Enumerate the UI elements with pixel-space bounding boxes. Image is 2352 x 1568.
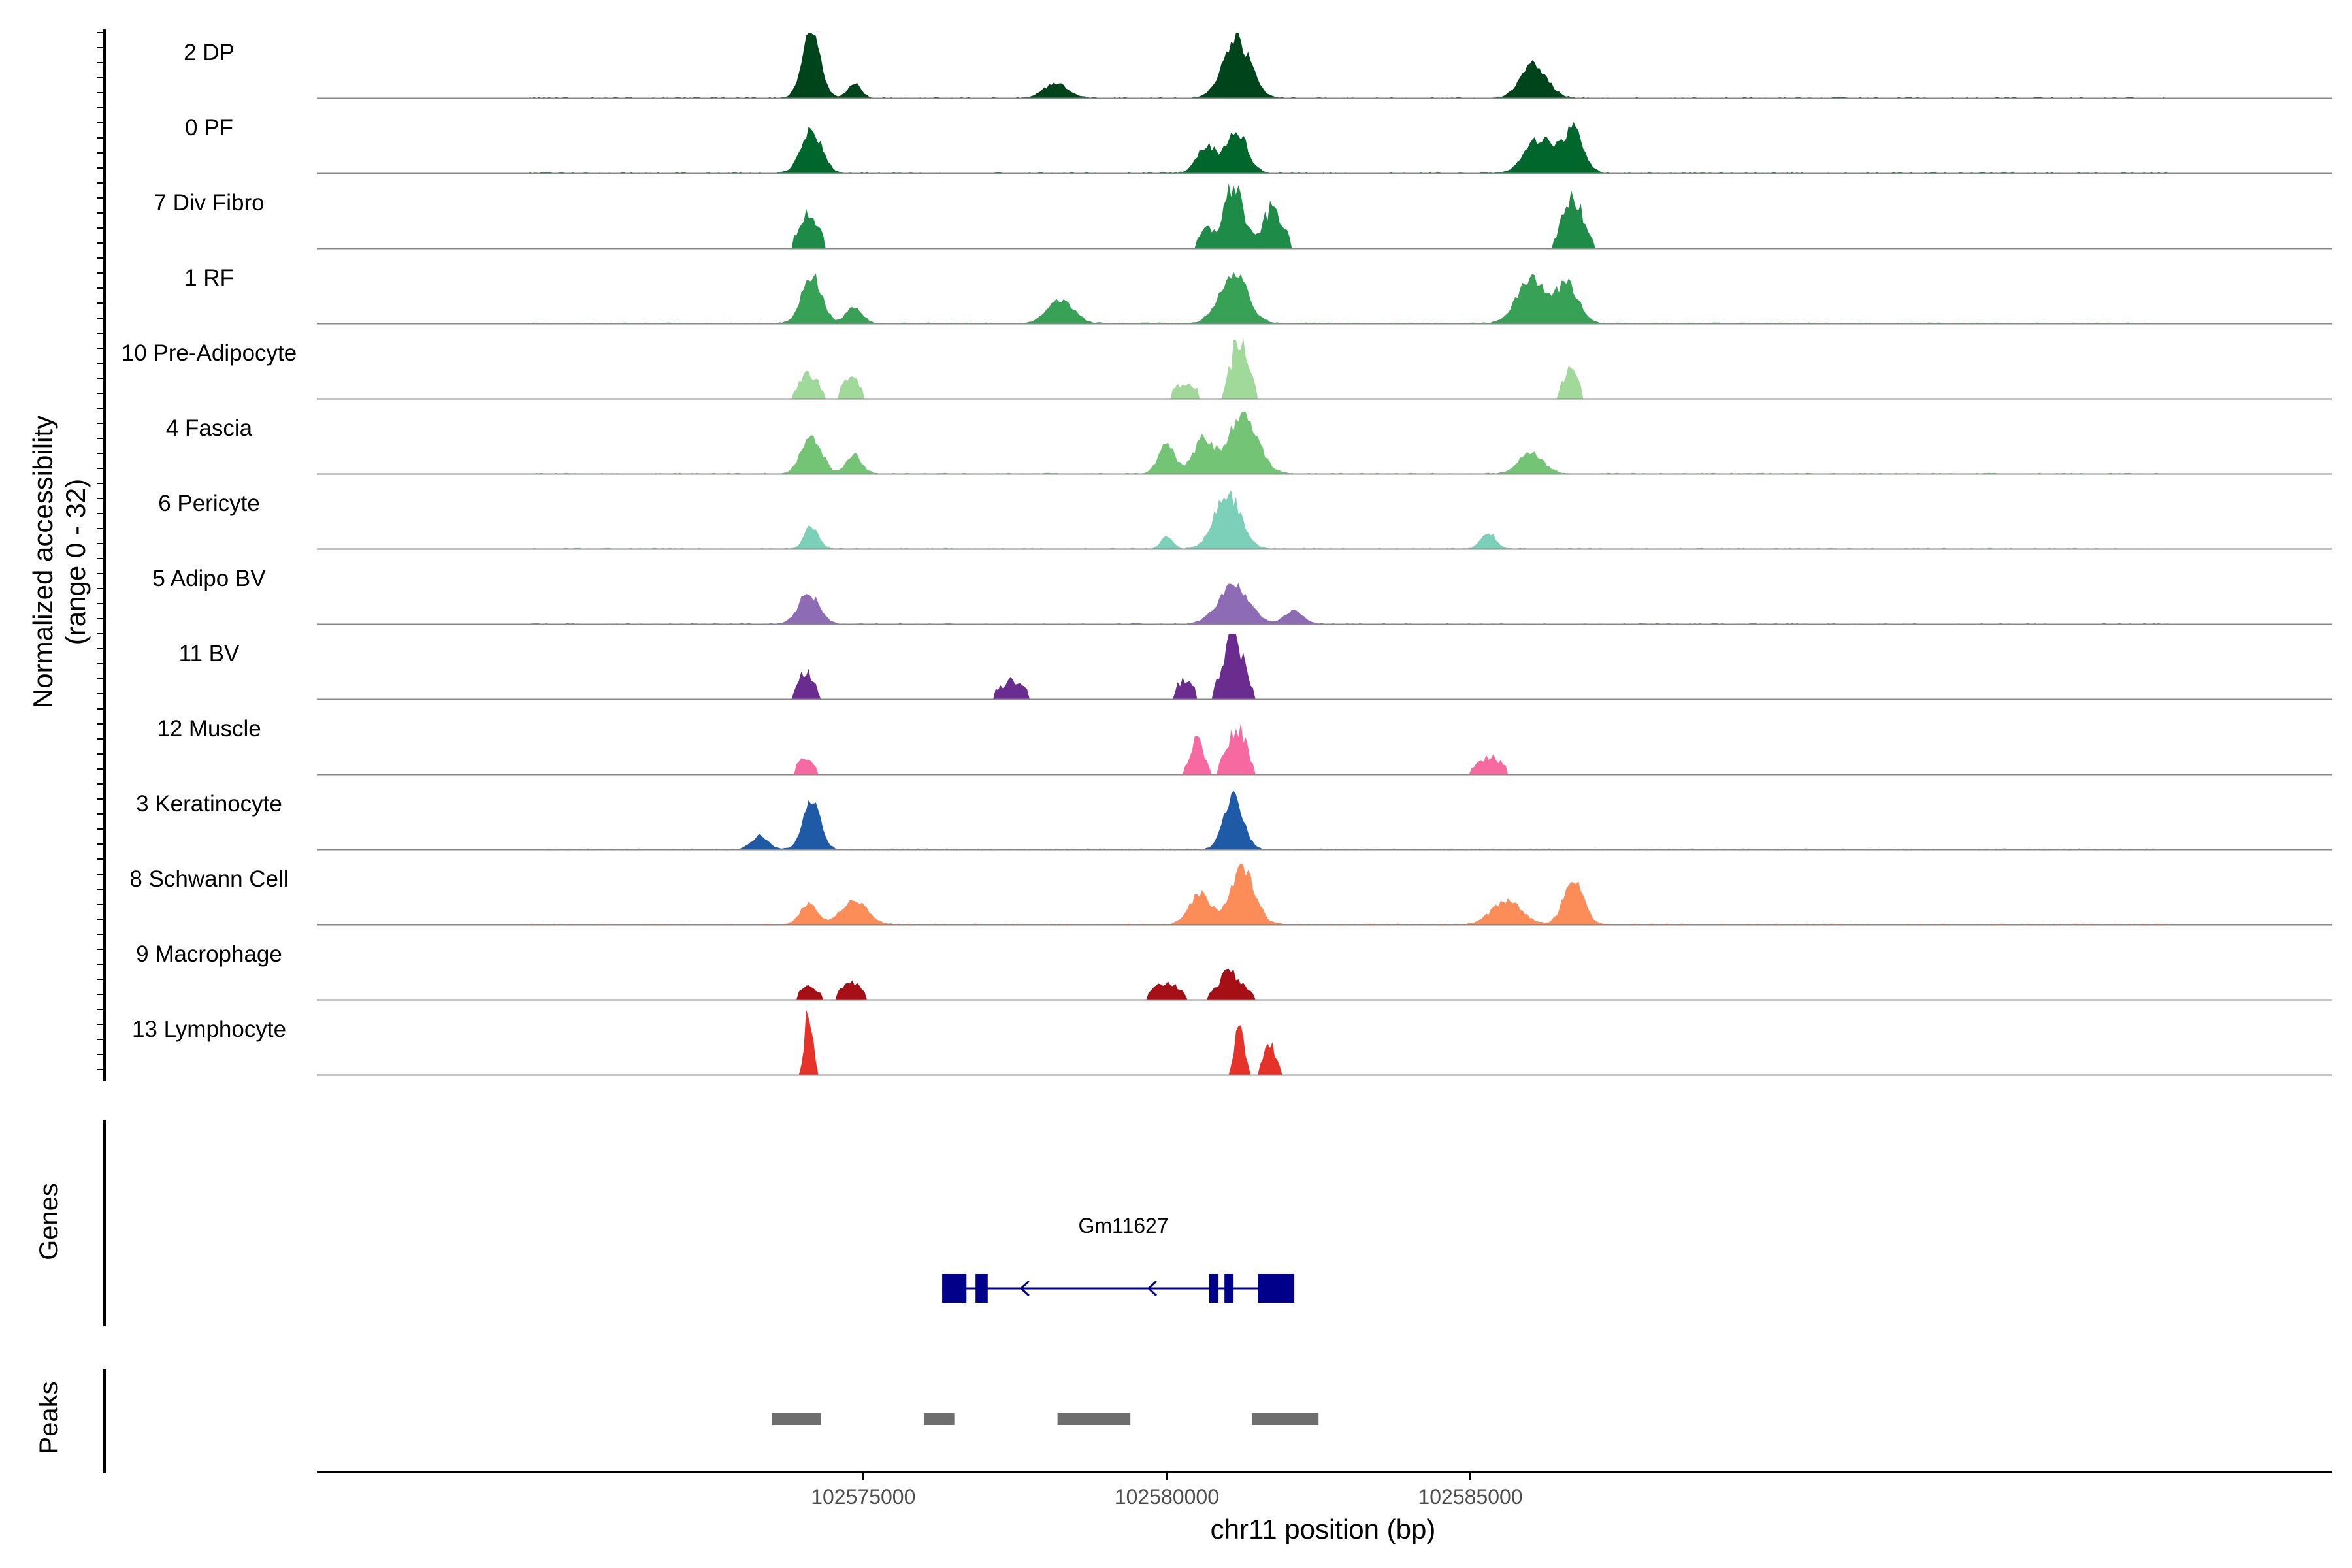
gene-label: Gm11627 [1078,1214,1168,1237]
track-label: 3 Keratinocyte [136,791,282,817]
gene-exon [975,1274,988,1303]
y-axis-label-line2: (range 0 - 32) [60,479,91,645]
track-12: 9 Macrophage [136,941,2332,1001]
peaks-panel-label: Peaks [35,1381,63,1454]
x-axis-label: chr11 position (bp) [1211,1514,1436,1544]
coverage-area [529,1009,2169,1075]
track-label: 1 RF [184,265,234,291]
strand-arrow [1147,1280,1158,1297]
track-label: 12 Muscle [157,716,261,742]
gene-exon [1209,1274,1218,1303]
track-4: 10 Pre-Adipocyte [122,338,2332,400]
coverage-area [529,583,2169,624]
track-label: 2 DP [184,40,235,65]
track-label: 5 Adipo BV [152,566,266,591]
coverage-tracks: 2 DP 0 PF 7 Div Fibro 1 RF 10 Pre-Adipocyte 4… [122,33,2332,1076]
peak-region [924,1413,955,1425]
track-label: 9 Macrophage [136,941,282,967]
coverage-area [529,412,2169,474]
coverage-area [529,183,2169,248]
track-label: 8 Schwann Cell [129,866,288,892]
track-label: 11 BV [179,641,240,666]
gene-exon [1224,1274,1234,1303]
coverage-area [529,338,2169,399]
track-8: 11 BV [179,634,2332,700]
track-label: 10 Pre-Adipocyte [122,340,297,366]
track-6: 6 Pericyte [158,490,2332,550]
coverage-area [529,490,2169,549]
track-0: 2 DP [184,33,2332,99]
track-1: 0 PF [185,115,2332,174]
coverage-area [529,791,2169,849]
x-axis: chr11 position (bp) 102575000 102580000 10… [317,1471,2332,1544]
track-7: 5 Adipo BV [152,566,2332,625]
peak-region [772,1413,821,1425]
genes-panel-label: Genes [35,1183,63,1260]
x-tick-label: 102580000 [1115,1485,1219,1509]
coverage-area [529,863,2169,924]
track-label: 6 Pericyte [158,491,260,516]
track-label: 4 Fascia [166,416,253,441]
peaks-panel: Peaks [35,1369,1319,1473]
track-13: 13 Lymphocyte [132,1009,2332,1076]
coverage-area [529,634,2169,699]
peak-region [1251,1413,1319,1425]
coverage-area [529,122,2169,173]
x-tick-label: 102585000 [1418,1485,1522,1509]
coverage-area [529,33,2169,98]
gene-exon [942,1274,967,1303]
track-label: 7 Div Fibro [154,190,264,216]
gene-panel: Genes Gm11627 [35,1120,1295,1326]
peak-region [1057,1413,1131,1425]
track-label: 13 Lymphocyte [132,1017,286,1042]
y-axis-label-line1: Normalized accessibility [27,416,58,708]
track-5: 4 Fascia [166,412,2332,475]
track-label: 0 PF [185,115,233,140]
y-axis: Normalized accessibility (range 0 - 32) [27,29,106,1081]
x-tick-label: 102575000 [811,1485,915,1509]
gene-exon [1258,1274,1295,1303]
track-10: 3 Keratinocyte [136,791,2332,851]
track-3: 1 RF [184,265,2332,325]
coverage-area [529,721,2169,774]
strand-arrow [1019,1280,1030,1297]
track-2: 7 Div Fibro [154,183,2332,250]
gene-0: Gm11627 [942,1214,1295,1303]
coverage-area [529,968,2169,1000]
track-9: 12 Muscle [157,716,2332,776]
track-11: 8 Schwann Cell [129,863,2332,926]
coverage-area [529,272,2169,323]
